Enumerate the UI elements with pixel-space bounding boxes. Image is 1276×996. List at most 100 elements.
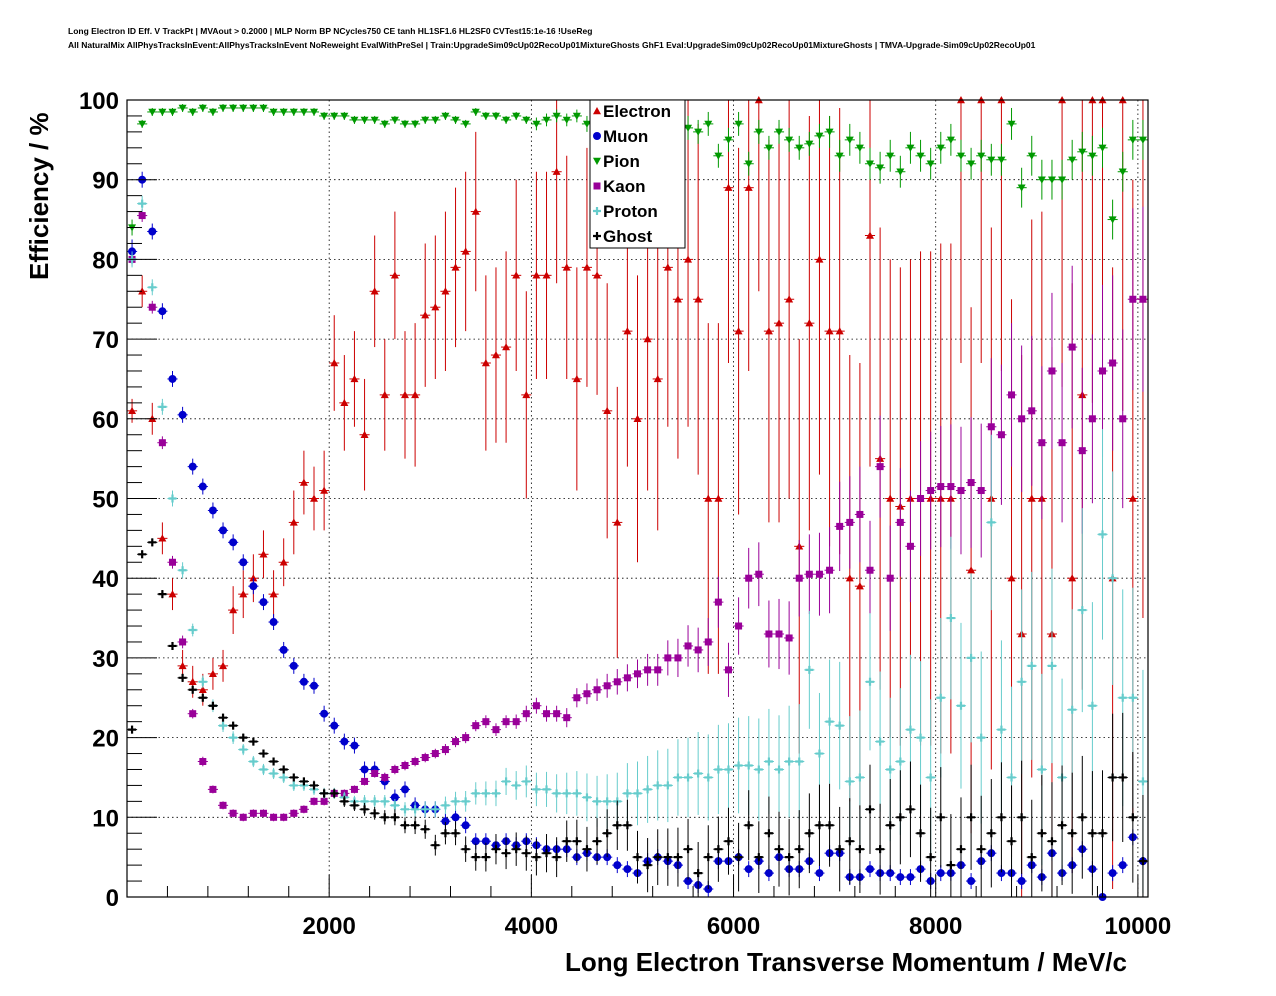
pion-point xyxy=(1017,184,1026,192)
pion-point xyxy=(572,112,581,120)
pion-point xyxy=(946,136,955,144)
x-tick-label: 6000 xyxy=(707,913,760,940)
kaon-point xyxy=(1058,439,1066,447)
kaon-point xyxy=(866,566,874,574)
pion-point xyxy=(310,108,319,116)
kaon-point xyxy=(158,439,166,447)
kaon-point xyxy=(987,423,995,431)
pion-point xyxy=(1027,152,1036,160)
ghost-point xyxy=(552,853,561,862)
pion-point xyxy=(694,128,703,136)
electron-point xyxy=(724,183,733,191)
electron-point xyxy=(188,677,197,686)
kaon-point xyxy=(522,710,530,718)
proton-point xyxy=(876,737,885,746)
proton-point xyxy=(1078,606,1087,615)
electron-point xyxy=(320,486,329,494)
pion-point xyxy=(512,112,521,120)
kaon-point xyxy=(755,570,763,578)
legend-marker-proton xyxy=(593,207,601,215)
kaon-point xyxy=(462,734,470,742)
pion-point xyxy=(1098,144,1107,152)
pion-point xyxy=(158,108,167,116)
muon-point xyxy=(815,869,824,878)
proton-point xyxy=(289,781,298,790)
electron-point xyxy=(845,574,854,582)
ghost-point xyxy=(249,737,258,746)
ghost-point xyxy=(724,837,733,846)
proton-point xyxy=(845,777,854,786)
ghost-point xyxy=(704,853,713,862)
ghost-point xyxy=(1058,821,1067,830)
y-tick-label: 100 xyxy=(79,88,119,115)
pion-point xyxy=(785,136,794,144)
legend-label-muon: Muon xyxy=(603,127,648,146)
proton-point xyxy=(1088,701,1097,710)
muon-point xyxy=(229,538,238,547)
ghost-point xyxy=(421,825,430,834)
muon-point xyxy=(249,582,258,591)
ghost-point xyxy=(380,813,389,822)
axis-ticks xyxy=(127,99,1139,898)
proton-point xyxy=(775,765,784,774)
electron-point xyxy=(259,550,268,558)
x-tick-label: 10000 xyxy=(1105,913,1172,940)
ghost-point xyxy=(855,845,864,854)
kaon-point xyxy=(1028,407,1036,415)
muon-point xyxy=(1118,861,1127,870)
plot-header-line-1: Long Electron ID Eff. V TrackPt | MVAout… xyxy=(68,26,593,36)
ghost-point xyxy=(1138,857,1147,866)
electron-point xyxy=(572,374,581,383)
y-tick-label: 60 xyxy=(92,407,119,434)
ghost-point xyxy=(572,837,581,846)
legend-box xyxy=(589,99,686,249)
pion-point xyxy=(168,108,177,116)
kaon-point xyxy=(947,483,955,491)
y-tick-label: 70 xyxy=(92,327,119,354)
muon-point xyxy=(198,482,207,491)
ghost-point xyxy=(876,845,885,854)
pion-point xyxy=(714,152,723,160)
electron-point xyxy=(775,319,784,327)
electron-point xyxy=(673,295,682,303)
pion-point xyxy=(754,128,763,136)
electron-point xyxy=(279,558,288,566)
pion-point xyxy=(522,116,531,124)
electron-point xyxy=(461,247,470,255)
ghost-point xyxy=(198,693,207,702)
electron-point xyxy=(835,327,844,335)
muon-point xyxy=(320,709,329,718)
pion-point xyxy=(390,116,399,124)
ghost-point xyxy=(623,821,632,830)
pion-point xyxy=(886,152,895,160)
pion-point xyxy=(400,120,409,128)
proton-point xyxy=(785,757,794,766)
kaon-point xyxy=(937,483,945,491)
proton-point xyxy=(855,773,864,782)
electron-point xyxy=(390,271,399,279)
kaon-point xyxy=(613,678,621,686)
pion-point xyxy=(1058,176,1067,184)
kaon-point xyxy=(704,638,712,646)
proton-point xyxy=(411,805,420,814)
proton-point xyxy=(421,805,430,814)
kaon-point xyxy=(411,758,419,766)
proton-point xyxy=(643,785,652,794)
proton-point xyxy=(572,789,581,798)
muon-point xyxy=(158,307,167,316)
pion-point xyxy=(340,112,349,120)
ghost-point xyxy=(148,538,157,547)
proton-point xyxy=(906,725,915,734)
legend-label-ghost: Ghost xyxy=(603,227,652,246)
muon-point xyxy=(259,598,268,607)
kaon-point xyxy=(765,630,773,638)
ghost-point xyxy=(653,853,662,862)
muon-point xyxy=(289,661,298,670)
pion-point xyxy=(1007,120,1016,128)
proton-point xyxy=(673,773,682,782)
electron-point xyxy=(380,390,389,399)
proton-point xyxy=(593,797,602,806)
proton-point xyxy=(704,773,713,782)
ghost-point xyxy=(259,749,268,758)
